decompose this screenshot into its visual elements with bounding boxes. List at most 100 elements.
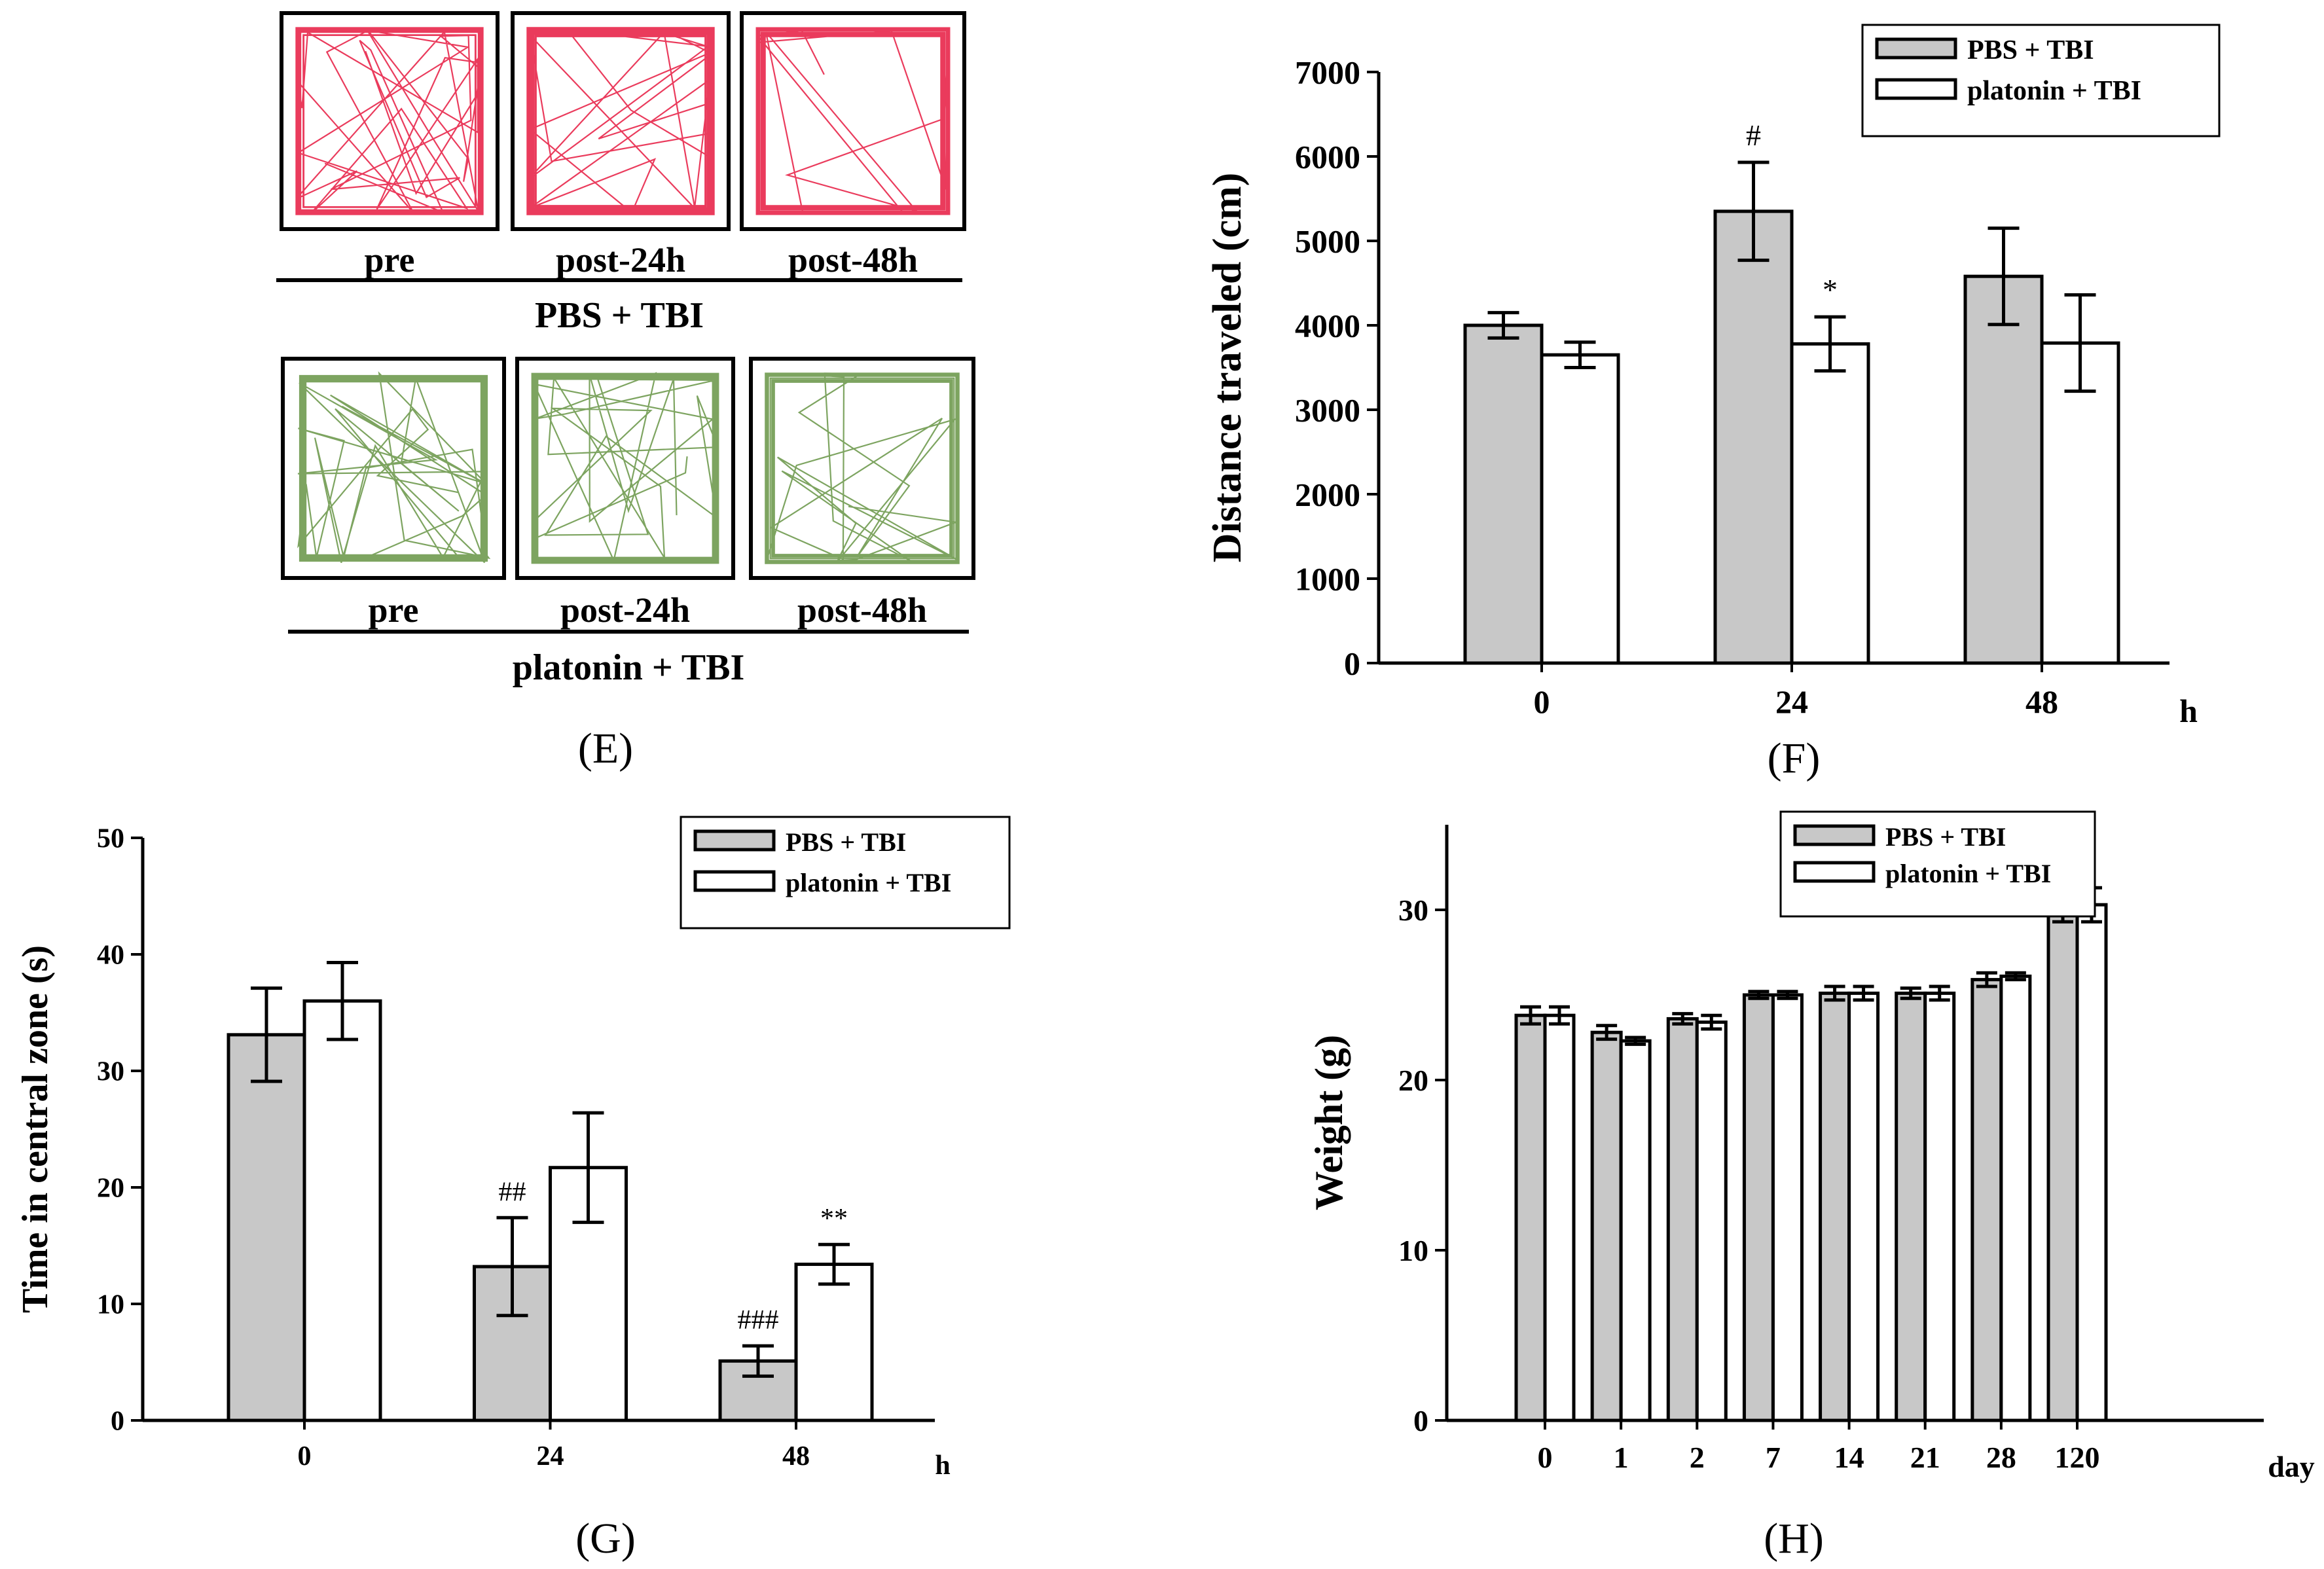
bar (302, 999, 382, 1422)
legend-swatch (1875, 37, 1957, 60)
track-figure: pre post-24h post-48h PBS + TBI pre post-24h p… (276, 11, 975, 772)
significance-mark: ** (820, 1204, 848, 1234)
x-tick-label: 1 (1614, 1441, 1629, 1474)
bar (1463, 323, 1544, 665)
y-tick-label: 50 (97, 824, 124, 854)
category-group: ### ** 48 (718, 1204, 874, 1471)
track-box (515, 357, 735, 580)
track-frame (749, 357, 975, 580)
track-box (280, 11, 499, 231)
bar (1963, 274, 2044, 665)
bar (1999, 974, 2032, 1422)
y-tick-label: 40 (97, 941, 124, 971)
bar (1666, 1017, 1699, 1422)
y-tick-label: 7000 (1295, 54, 1360, 91)
legend-swatch (1793, 824, 1876, 846)
track-path (755, 27, 951, 215)
track-group-0: pre post-24h post-48h PBS + TBI (276, 11, 966, 336)
category-group: 48 (1963, 226, 2120, 720)
category-group: 28 (1970, 971, 2032, 1474)
chart-time-central-zone: 0 10 20 30 40 50 0 ## 24 ### ** 48 h Time in central … (15, 816, 1011, 1562)
y-tick-label: 4000 (1295, 308, 1360, 344)
category-group: 1 (1590, 1024, 1652, 1474)
legend-entry: platonin + TBI (786, 868, 951, 897)
bar (1695, 1020, 1728, 1422)
y-tick-label: 20 (97, 1174, 124, 1204)
panel-label: (E) (578, 725, 633, 772)
panel-f: 0 1000 2000 3000 4000 5000 6000 7000 0 # * 24 48 h Dis… (1139, 0, 2304, 785)
bar (1970, 978, 2003, 1422)
bar (1819, 991, 1851, 1422)
bar (1713, 209, 1794, 665)
y-axis-label: Distance traveled (cm) (1205, 173, 1250, 563)
track-path (526, 27, 715, 215)
category-group: 120 (2046, 879, 2108, 1474)
bar (2040, 341, 2120, 665)
x-tick-label: 0 (1538, 1441, 1553, 1474)
x-tick-label: 48 (782, 1441, 810, 1471)
bar (1590, 1030, 1623, 1422)
track-path (295, 27, 484, 215)
plot-area: 0 10 20 30 40 50 0 ## 24 ### ** 48 h (97, 824, 951, 1481)
legend-swatch (1793, 861, 1876, 883)
bar (2046, 899, 2079, 1422)
x-tick-label: 14 (1834, 1441, 1864, 1474)
category-group: 0 (227, 960, 382, 1471)
panel-g: 0 10 20 30 40 50 0 ## 24 ### ** 48 h Time in central … (0, 785, 1047, 1566)
track-box (281, 357, 506, 580)
category-group: 21 (1895, 984, 1956, 1474)
track-box-label: pre (369, 590, 419, 630)
y-tick-label: 10 (1398, 1234, 1428, 1267)
category-group: 14 (1819, 984, 1880, 1474)
y-tick-label: 0 (1344, 645, 1360, 682)
y-tick-label: 30 (97, 1057, 124, 1087)
panel-label: (F) (1768, 734, 1821, 782)
significance-mark: ### (738, 1305, 779, 1335)
x-tick-label: 2 (1690, 1441, 1705, 1474)
x-tick-label: 0 (1534, 683, 1550, 720)
bar (1742, 993, 1775, 1422)
plot-area: 0 10 20 30 0 1 2 7 14 21 28 120 day (1398, 825, 2315, 1483)
legend: PBS + TBI platonin + TBI (1861, 24, 2221, 137)
significance-mark: * (1823, 273, 1838, 306)
category-group: 0 (1514, 1005, 1576, 1474)
x-tick-label: 24 (537, 1441, 564, 1471)
bar (1771, 993, 1804, 1422)
legend-entry: PBS + TBI (1967, 35, 2094, 65)
panel-e: pre post-24h post-48h PBS + TBI pre post-24h p… (0, 0, 1021, 772)
track-box (740, 11, 966, 231)
y-tick-label: 30 (1398, 893, 1428, 927)
bar (1847, 991, 1880, 1422)
panel-h: 0 10 20 30 0 1 2 7 14 21 28 120 day Weight (g) PBS + T… (1283, 785, 2324, 1566)
legend-entry: PBS + TBI (786, 827, 906, 857)
plot-area: 0 1000 2000 3000 4000 5000 6000 7000 0 # * 24 48 h (1295, 54, 2198, 730)
y-tick-label: 5000 (1295, 223, 1360, 260)
bar (2075, 903, 2108, 1422)
bar (1543, 1013, 1576, 1422)
track-box-label: pre (365, 240, 415, 280)
y-axis-label: Time in central zone (s) (15, 945, 56, 1313)
category-group: ## 24 (473, 1111, 628, 1471)
chart-weight: 0 10 20 30 0 1 2 7 14 21 28 120 day Weight (g) PBS + T… (1307, 810, 2315, 1562)
panel-label: (G) (575, 1515, 636, 1562)
y-tick-label: 1000 (1295, 561, 1360, 598)
track-box-label: post-48h (797, 590, 927, 630)
legend-swatch (693, 829, 776, 852)
bar (1895, 991, 1927, 1422)
group-name: PBS + TBI (535, 295, 704, 336)
legend: PBS + TBI platonin + TBI (1779, 810, 2096, 918)
panel-label: (H) (1764, 1515, 1824, 1562)
y-tick-label: 20 (1398, 1064, 1428, 1097)
bar (1514, 1013, 1547, 1422)
track-group-1: pre post-24h post-48h platonin + TBI (281, 357, 975, 688)
bar (1619, 1039, 1652, 1422)
legend-entry: PBS + TBI (1885, 822, 2006, 852)
y-tick-label: 10 (97, 1290, 124, 1320)
track-box-label: post-24h (556, 240, 685, 280)
x-unit-label: h (935, 1451, 950, 1481)
legend-swatch (1875, 78, 1957, 100)
track-box (749, 357, 975, 580)
y-tick-label: 0 (1413, 1404, 1428, 1437)
y-axis-label: Weight (g) (1307, 1035, 1351, 1210)
x-tick-label: 7 (1766, 1441, 1781, 1474)
